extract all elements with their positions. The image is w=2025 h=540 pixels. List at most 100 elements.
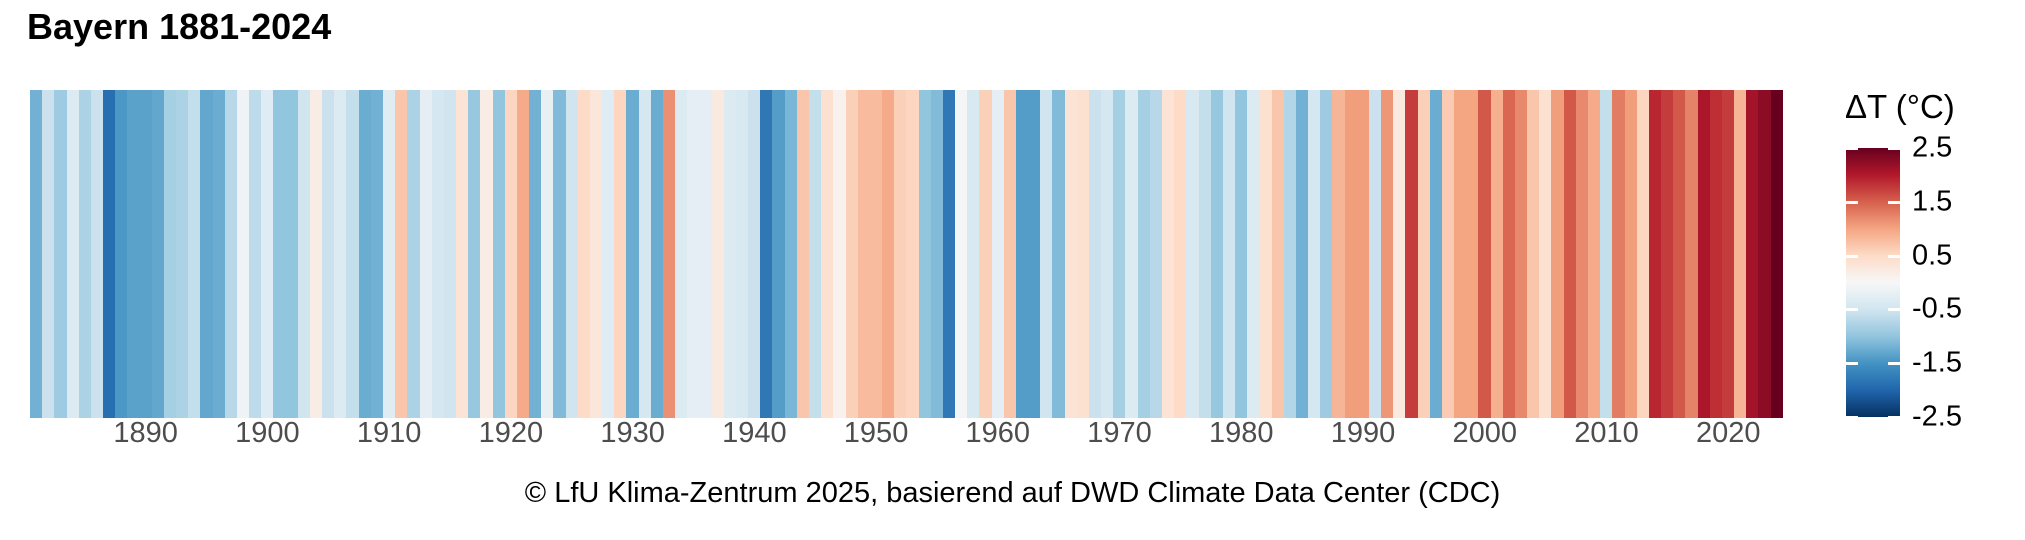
stripe-year-1881 [30,90,43,418]
stripe-year-2004 [1527,90,1540,418]
stripe-year-1909 [370,90,383,418]
stripe-year-1892 [163,90,177,418]
stripe-year-1908 [358,90,371,418]
stripe-year-1944 [796,90,809,418]
stripe-year-1980 [1235,90,1248,418]
legend-notch [1846,254,1858,258]
x-tick-1950: 1950 [843,417,909,449]
stripe-year-1990 [1356,90,1369,418]
stripe-year-2010 [1600,90,1613,418]
stripe-year-1941 [760,90,773,418]
x-tick-1910: 1910 [356,417,422,449]
stripe-year-1996 [1429,90,1442,418]
stripe-year-1956 [942,90,956,418]
stripe-year-1902 [285,90,298,418]
stripe-year-1935 [687,90,700,418]
stripe-year-1899 [249,90,262,418]
legend-tick-2.5: 2.5 [1912,131,1953,164]
stripe-year-2000 [1478,90,1491,418]
stripe-year-1897 [224,90,237,418]
stripe-year-2016 [1673,90,1686,418]
stripe-year-1920 [504,90,517,418]
stripe-year-1968 [1088,90,1102,418]
stripe-year-1952 [894,90,907,418]
stripe-year-1947 [833,90,846,418]
stripe-year-1945 [809,90,822,418]
x-tick-2020: 2020 [1695,417,1761,449]
legend-notch [1888,147,1900,150]
stripe-year-1893 [176,90,189,418]
x-tick-1900: 1900 [235,417,300,449]
stripe-year-1957 [955,90,968,418]
legend-notch [1846,308,1858,312]
stripe-year-1887 [103,90,116,418]
stripe-year-1882 [42,90,55,418]
x-tick-1920: 1920 [478,417,544,449]
x-axis-decade-labels: 1890 1900 1910 1920 1930 1940 1950 1960 1970 1980… [30,417,1783,455]
stripe-year-1938 [723,90,736,418]
stripe-year-1993 [1393,90,1406,418]
stripe-year-1905 [322,90,335,418]
stripe-year-2015 [1661,90,1674,418]
stripe-year-1979 [1222,90,1236,418]
stripe-year-1929 [614,90,627,418]
stripe-year-1916 [456,90,469,418]
stripe-year-1973 [1149,90,1162,418]
x-tick-1980: 1980 [1209,417,1274,449]
stripe-year-1895 [200,90,213,418]
stripe-year-1986 [1308,90,1321,418]
source-caption: © LfU Klima-Zentrum 2025, basierend auf … [524,477,1501,509]
legend-notch [1888,254,1900,258]
stripe-year-1969 [1101,90,1114,418]
stripe-year-1987 [1320,90,1333,418]
stripe-year-1884 [66,90,79,418]
stripe-year-1954 [918,90,931,418]
stripe-year-1910 [382,90,396,418]
stripe-year-1928 [602,90,615,418]
stripe-year-2024 [1770,90,1783,418]
stripe-year-1965 [1052,90,1065,418]
stripe-year-1948 [845,90,858,418]
stripe-year-1930 [626,90,639,418]
legend-tick--1.5: -1.5 [1912,346,1962,379]
legend-notch [1846,416,1858,419]
stripe-year-1971 [1125,90,1138,418]
stripe-year-1927 [589,90,603,418]
stripe-year-1974 [1161,90,1175,418]
stripe-year-1931 [638,90,651,418]
stripe-year-1998 [1454,90,1467,418]
stripe-year-2014 [1648,90,1662,418]
stripe-year-1913 [419,90,432,418]
stripe-year-1914 [431,90,444,418]
stripe-year-1898 [236,90,250,418]
stripe-year-1995 [1417,90,1430,418]
stripe-year-1891 [151,90,164,418]
legend-notch [1888,362,1900,366]
stripe-year-1922 [529,90,542,418]
legend-notch [1846,362,1858,366]
stripe-year-1912 [407,90,420,418]
stripe-year-1942 [772,90,785,418]
stripe-year-1934 [675,90,688,418]
legend-tick--0.5: -0.5 [1912,292,1962,325]
stripe-year-1999 [1466,90,1479,418]
stripe-year-1903 [297,90,310,418]
stripe-year-2017 [1685,90,1698,418]
stripe-year-1915 [443,90,457,418]
stripe-year-1970 [1113,90,1126,418]
stripe-year-1985 [1295,90,1309,418]
stripe-year-1963 [1028,90,1041,418]
stripe-year-1896 [212,90,225,418]
stripe-year-1949 [857,90,870,418]
stripe-year-1918 [480,90,493,418]
stripe-year-1888 [115,90,128,418]
x-tick-1960: 1960 [965,417,1031,449]
stripe-year-1981 [1247,90,1260,418]
stripe-year-1991 [1368,90,1382,418]
stripe-year-1966 [1064,90,1077,418]
stripe-year-2022 [1746,90,1759,418]
x-tick-1970: 1970 [1087,417,1152,449]
x-tick-1990: 1990 [1330,417,1396,449]
legend-notch [1846,147,1858,150]
stripe-year-1940 [748,90,761,418]
